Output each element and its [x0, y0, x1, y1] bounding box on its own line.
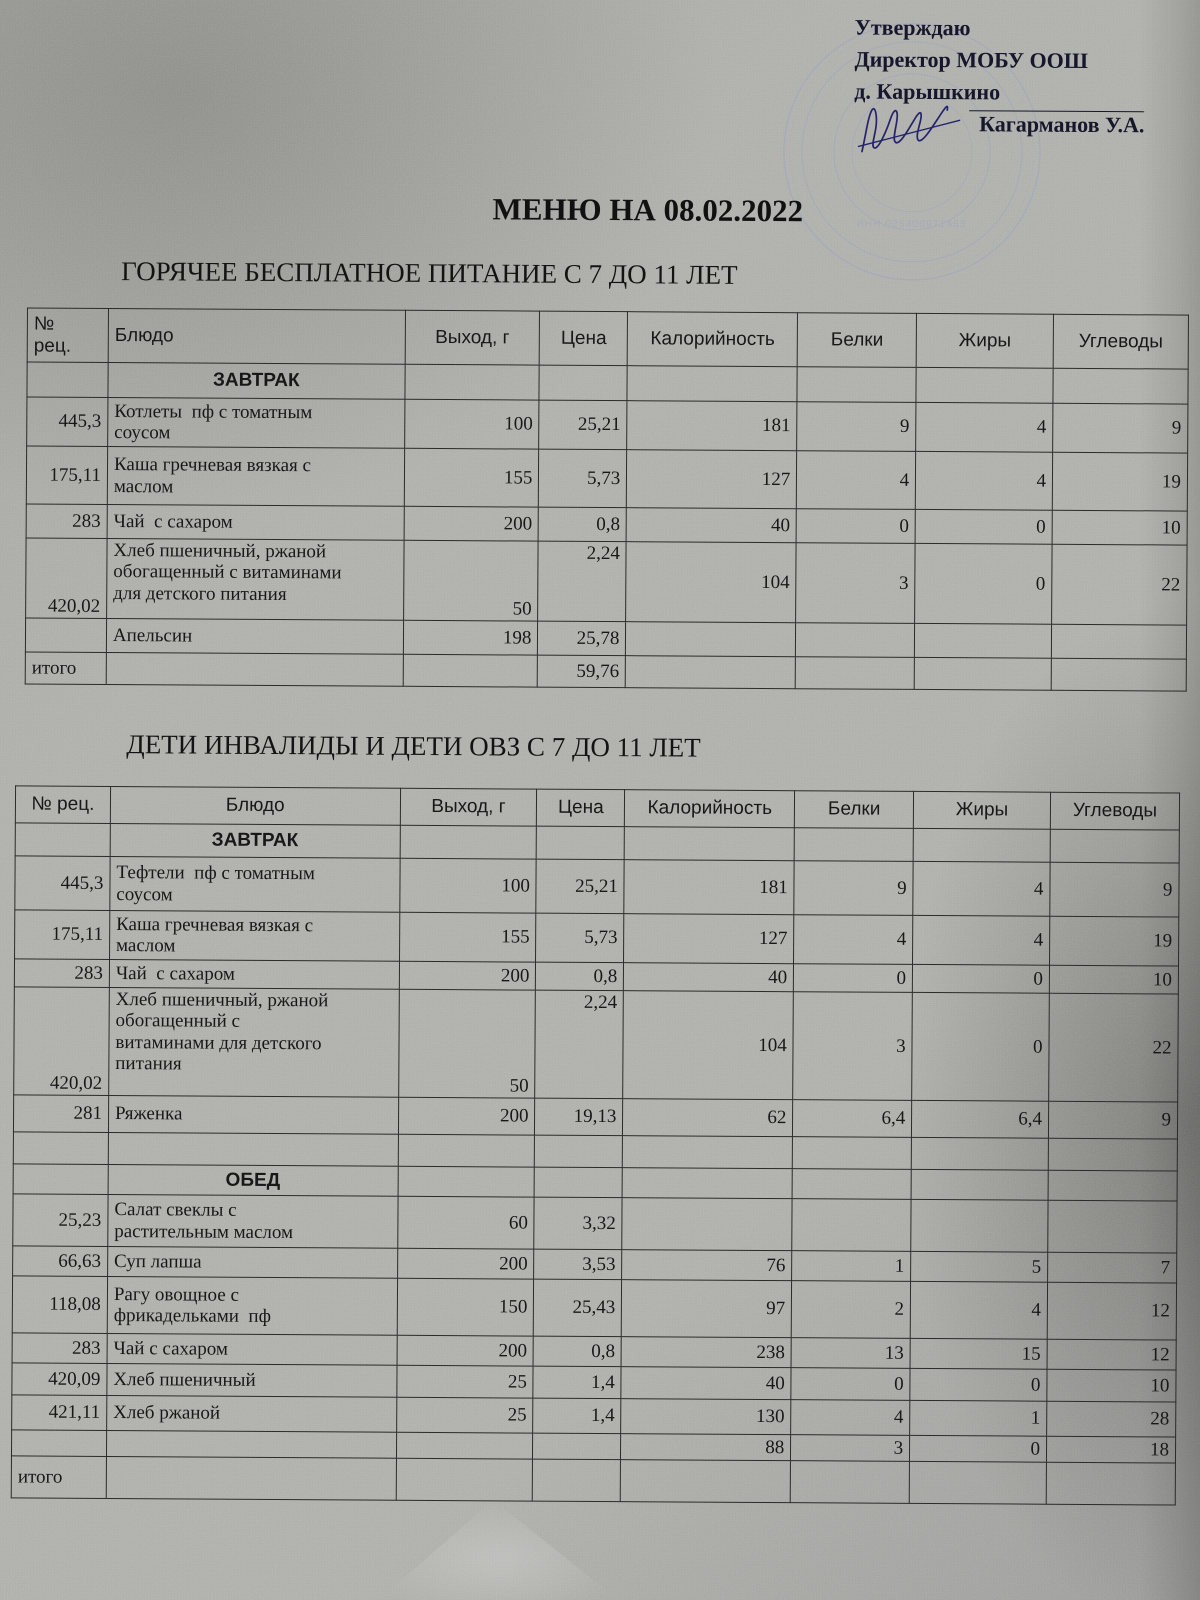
svg-text:ИНН 025400971463: ИНН 025400971463: [856, 219, 966, 231]
